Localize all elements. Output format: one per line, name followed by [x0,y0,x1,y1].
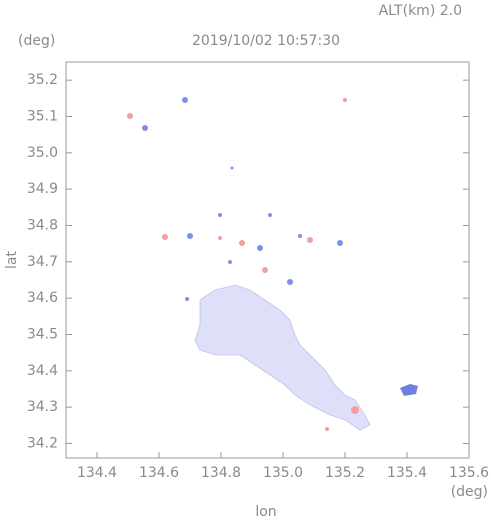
x-tick-label: 135.6 [449,465,489,481]
x-tick-label: 135.0 [263,465,303,481]
y-tick-label: 34.7 [27,254,58,270]
echo-spots-red [127,98,359,431]
x-tick-label: 134.8 [201,465,241,481]
x-unit: (deg) [451,484,488,500]
y-tick-label: 35.2 [27,72,58,88]
y-unit: (deg) [18,33,55,49]
y-tick-label: 34.9 [27,181,58,197]
y-tick-label: 34.5 [27,326,58,342]
x-axis-label: lon [255,504,276,520]
y-tick-label: 34.2 [27,435,58,451]
y-tick-label: 34.3 [27,399,58,415]
echo-spot [400,384,418,396]
y-tick-label: 34.8 [27,217,58,233]
echo-spots-blue [142,97,343,301]
y-tick-label: 35.0 [27,145,58,161]
y-tick-label: 34.4 [27,363,58,379]
x-tick-label: 134.6 [139,465,179,481]
y-tick-label: 34.6 [27,290,58,306]
y-axis-label: lat [4,251,20,269]
y-tick-label: 35.1 [27,108,58,124]
x-tick-label: 135.4 [387,465,427,481]
x-tick-label: 135.2 [325,465,365,481]
echo-region [194,284,371,431]
altitude-label: ALT(km) 2.0 [379,3,462,19]
x-tick-label: 134.4 [77,465,117,481]
plot-frame [65,61,470,459]
echo-field [127,97,418,431]
chart-title: 2019/10/02 10:57:30 [192,33,340,49]
